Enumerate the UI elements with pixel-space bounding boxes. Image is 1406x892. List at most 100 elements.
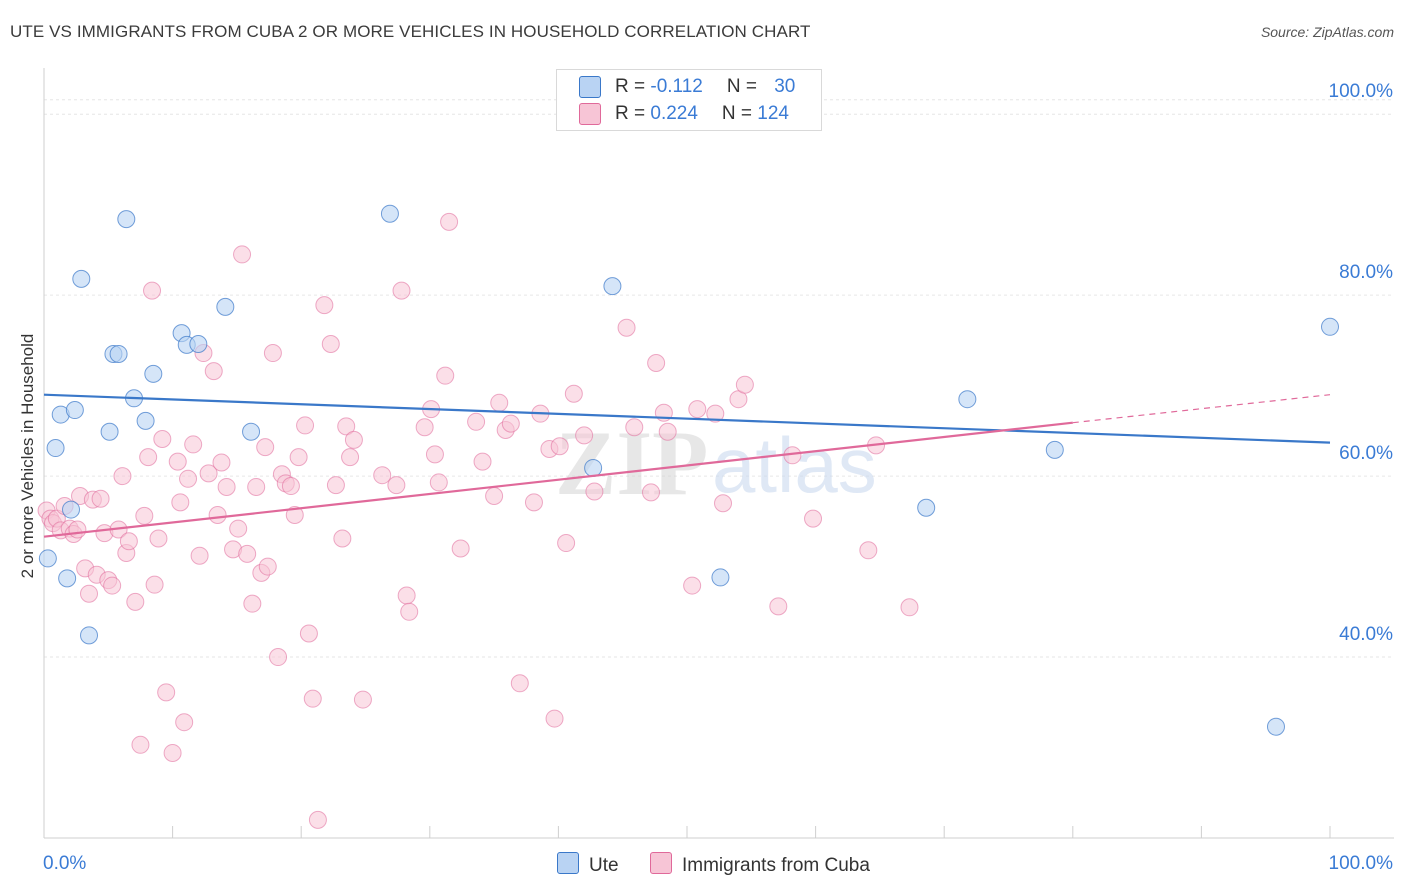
y-tick-label-0: 40.0% — [1339, 624, 1393, 645]
cuba-points — [37, 212, 919, 829]
cuba-point-23 — [131, 735, 150, 754]
cuba-point-115 — [859, 541, 878, 560]
legend-item-cuba[interactable]: Immigrants from Cuba — [650, 852, 870, 877]
cuba-point-36 — [184, 435, 203, 454]
cuba-point-100 — [617, 318, 636, 337]
cuba-point-45 — [229, 519, 248, 538]
ute-point-11 — [117, 210, 136, 229]
cuba-point-25 — [139, 448, 158, 467]
cuba-point-29 — [153, 430, 172, 448]
cuba-n-value: 124 — [757, 103, 789, 125]
ute-point-3 — [58, 569, 77, 588]
cuba-point-52 — [258, 557, 277, 576]
cuba-point-68 — [337, 417, 356, 436]
cuba-point-27 — [145, 575, 164, 594]
cuba-point-89 — [501, 414, 520, 433]
tick-labels: 40.0% 60.0% 80.0% 100.0% 0.0% 100.0% — [43, 81, 1393, 874]
cuba-point-96 — [557, 534, 576, 553]
source-note: Source: ZipAtlas.com — [1260, 24, 1394, 40]
cuba-point-60 — [296, 416, 315, 435]
y-axis-label: 2 or more Vehicles in Household — [18, 333, 37, 579]
cuba-point-47 — [238, 544, 257, 563]
cuba-point-41 — [208, 506, 227, 524]
ute-point-6 — [72, 269, 91, 288]
cuba-point-28 — [149, 529, 168, 548]
cuba-point-83 — [451, 539, 470, 558]
cuba-n-label: N = — [721, 103, 758, 125]
ute-points — [38, 96, 1339, 736]
cuba-point-97 — [564, 384, 583, 403]
cuba-point-17 — [103, 576, 122, 595]
cuba-point-95 — [550, 437, 569, 456]
ute-n-label: N = — [726, 76, 763, 98]
ute-point-13 — [136, 411, 155, 430]
cuba-point-24 — [135, 506, 154, 525]
legend-item-ute[interactable]: Ute — [557, 852, 619, 877]
ute-point-25 — [917, 498, 936, 517]
ute-r-value: -0.112 — [650, 76, 703, 98]
ute-point-2 — [46, 439, 65, 458]
ute-n-value: 30 — [774, 76, 796, 98]
cuba-point-43 — [217, 477, 236, 496]
cuba-point-85 — [473, 452, 492, 471]
cuba-trend-extension — [1072, 394, 1331, 424]
cuba-point-71 — [353, 690, 372, 709]
ute-swatch — [579, 76, 601, 98]
cuba-point-106 — [683, 576, 702, 595]
cuba-point-8 — [68, 520, 87, 539]
cuba-point-90 — [510, 674, 529, 693]
cuba-point-75 — [397, 586, 416, 605]
cuba-r-value: 0.224 — [650, 103, 698, 125]
cuba-point-46 — [233, 245, 252, 264]
stats-row-cuba: R = 0.224 N = 124 — [579, 103, 789, 127]
cuba-point-79 — [425, 445, 444, 464]
cuba-trend-line — [43, 421, 1073, 538]
chart-title: UTE VS IMMIGRANTS FROM CUBA 2 OR MORE VE… — [10, 22, 811, 41]
stats-legend: R = -0.112 N = 30 R = 0.224 N = 124 — [556, 69, 822, 131]
cuba-point-54 — [269, 648, 288, 667]
cuba-point-105 — [658, 422, 677, 441]
legend-ute-swatch — [557, 852, 579, 874]
watermark-atlas: atlas — [712, 421, 877, 509]
cuba-point-48 — [243, 594, 262, 613]
y-tick-label-1: 60.0% — [1339, 443, 1393, 464]
cuba-point-69 — [341, 448, 360, 467]
cuba-point-74 — [392, 281, 411, 300]
cuba-point-49 — [247, 477, 266, 496]
x-tick-label-max: 100.0% — [1329, 853, 1394, 874]
ute-point-23 — [711, 568, 730, 587]
cuba-point-42 — [212, 453, 231, 472]
cuba-point-19 — [113, 467, 132, 486]
cuba-point-67 — [333, 529, 352, 548]
cuba-point-61 — [299, 624, 318, 643]
cuba-point-111 — [735, 375, 754, 394]
ute-point-26 — [958, 390, 977, 409]
cuba-point-114 — [804, 509, 823, 528]
cuba-point-84 — [467, 412, 486, 431]
cuba-point-94 — [545, 709, 564, 728]
cuba-point-76 — [400, 602, 419, 621]
y-tick-label-2: 80.0% — [1339, 262, 1393, 283]
cuba-point-66 — [326, 476, 345, 495]
cuba-point-107 — [688, 400, 707, 419]
stats-row-ute: R = -0.112 N = 30 — [579, 76, 795, 100]
legend-cuba-label: Immigrants from Cuba — [682, 855, 870, 876]
ute-point-29 — [1321, 317, 1339, 336]
cuba-r-label: R = — [615, 103, 651, 125]
ute-point-18 — [216, 297, 235, 316]
ute-point-22 — [603, 277, 622, 296]
cuba-point-117 — [900, 598, 919, 617]
ute-point-7 — [80, 626, 99, 645]
ute-point-20 — [380, 204, 399, 223]
cuba-point-101 — [625, 418, 644, 437]
cuba-point-82 — [440, 212, 459, 231]
cuba-point-77 — [415, 418, 434, 437]
cuba-point-39 — [199, 464, 218, 483]
cuba-point-112 — [769, 597, 788, 616]
trend-lines — [43, 393, 1331, 538]
ute-trend-line — [43, 393, 1331, 444]
cuba-point-59 — [289, 448, 308, 467]
ute-point-10 — [109, 344, 128, 363]
ute-point-0 — [38, 549, 57, 568]
legend-cuba-swatch — [650, 852, 672, 874]
